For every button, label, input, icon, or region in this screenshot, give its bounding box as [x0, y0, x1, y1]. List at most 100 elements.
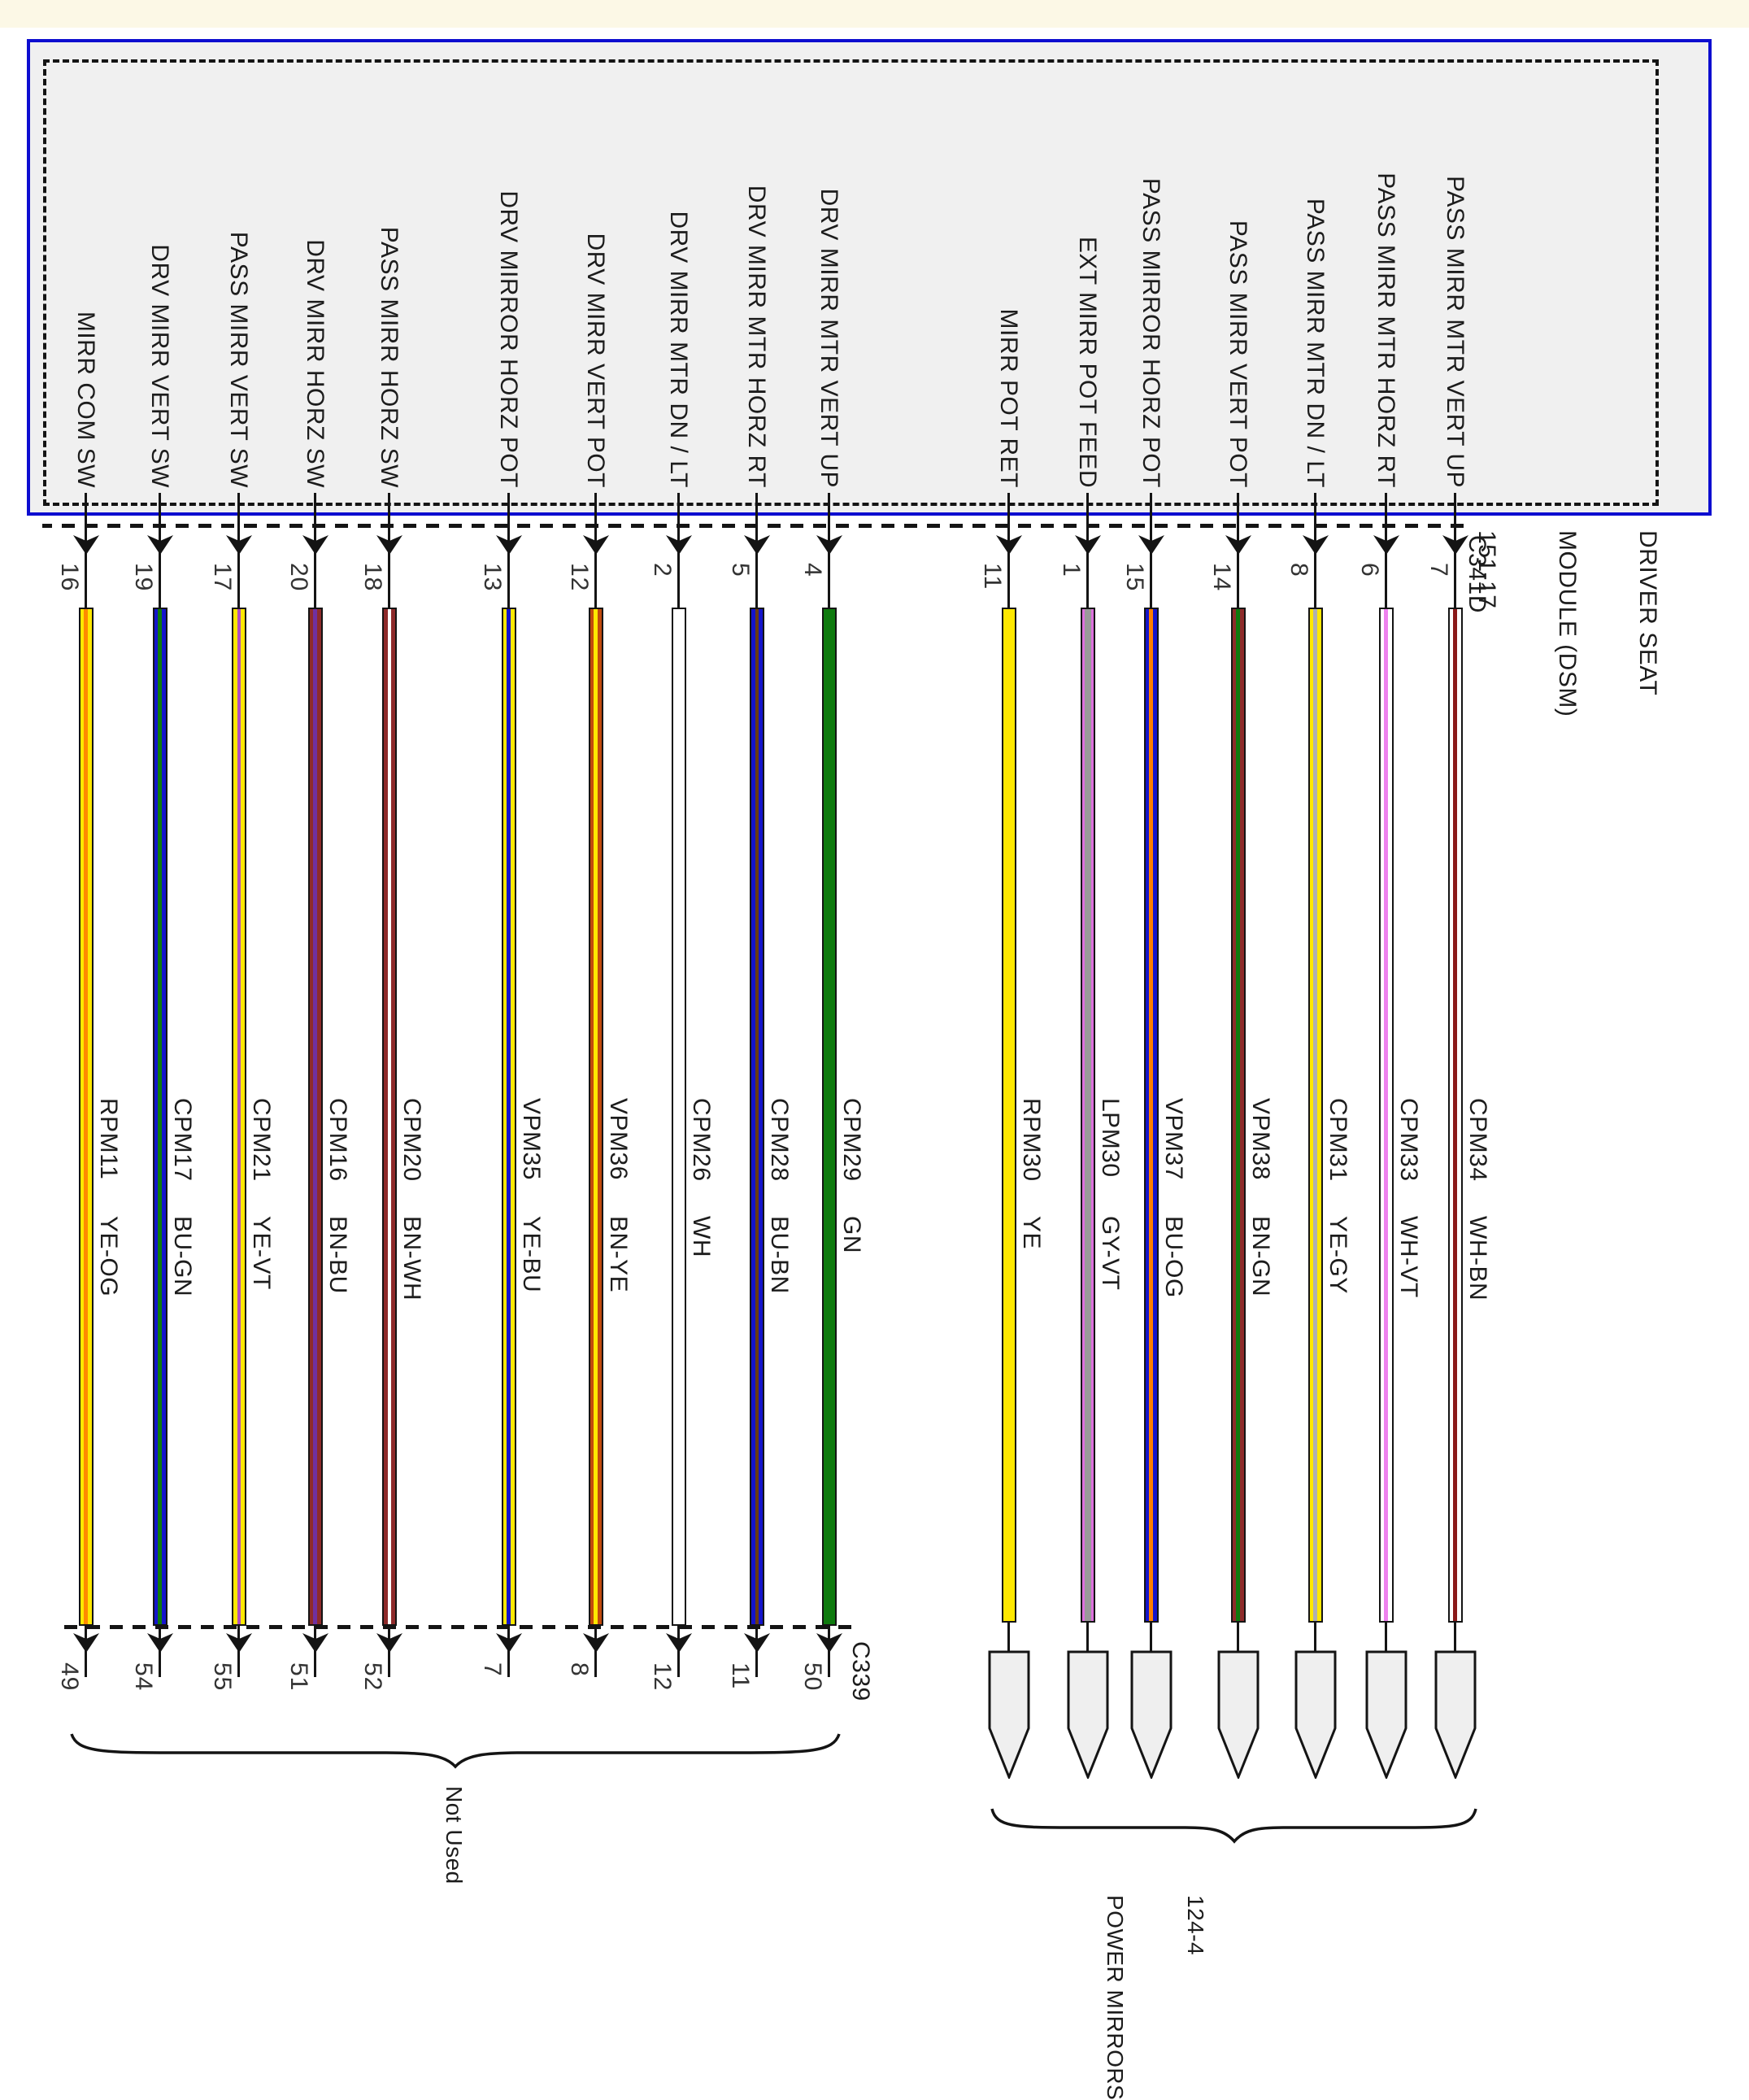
wire-color-label: YE-OG [95, 1216, 122, 1297]
module-pin-number: 18 [359, 563, 386, 592]
module-title-line2: MODULE (DSM) [1554, 530, 1581, 717]
wire-color-label: BU-BN [766, 1216, 793, 1294]
connector-arrow-icon [994, 534, 1024, 556]
signal-label: DRV MIRR HORZ SW [302, 239, 328, 488]
not-used-label: Not Used [442, 1786, 467, 1884]
terminal-pentagon [1365, 1650, 1407, 1779]
connector-arrow-icon [815, 1632, 844, 1654]
circuit-label: VPM38 [1247, 1098, 1274, 1180]
module-pin-number: 13 [479, 563, 506, 592]
wire-color-label: YE-GY [1325, 1216, 1351, 1294]
wire-color-label: BN-BU [324, 1216, 351, 1294]
wire-color-label: YE [1018, 1216, 1045, 1250]
terminal-pentagon [1217, 1650, 1260, 1779]
circuit-label: LPM30 [1097, 1098, 1124, 1178]
wire-color-label: BN-YE [605, 1216, 632, 1293]
signal-label: EXT MIRR POT FEED [1074, 236, 1101, 488]
module-pin-number: 15 [1121, 563, 1148, 592]
connector-arrow-icon [494, 1632, 524, 1654]
wire [1081, 608, 1095, 1623]
connector-arrow-icon [72, 1632, 101, 1654]
module-pin-number: 12 [566, 563, 593, 592]
terminal-pentagon [1067, 1650, 1109, 1779]
connector-arrow-icon [375, 1632, 404, 1654]
wire [502, 608, 516, 1626]
module-pin-number: 2 [649, 563, 676, 577]
connector-arrow-icon [146, 1632, 175, 1654]
module-pin-number: 19 [130, 563, 157, 592]
circuit-label: CPM31 [1325, 1098, 1351, 1182]
signal-label: PASS MIRR VERT SW [225, 231, 252, 488]
terminal-pentagon [1294, 1650, 1337, 1779]
wire [1144, 608, 1159, 1623]
signal-label: DRV MIRR MTR VERT UP [816, 188, 842, 488]
connector-c339-label: C339 [847, 1641, 874, 1701]
wire-color-label: GY-VT [1097, 1216, 1124, 1291]
circuit-label: VPM36 [605, 1098, 632, 1180]
wire-stripe [237, 609, 241, 1624]
module-pin-number: 14 [1208, 563, 1235, 592]
connector-arrow-icon [815, 534, 844, 556]
connector-arrow-icon [494, 534, 524, 556]
power-mirrors-label: 124-4 POWER MIRRORS [1048, 1895, 1263, 2100]
signal-label: DRV MIRR VERT POT [582, 233, 609, 488]
signal-label: DRV MIRR MTR HORZ RT [743, 185, 770, 488]
module-pin-number: 11 [979, 563, 1006, 590]
signal-label: PASS MIRR VERT POT [1225, 220, 1251, 488]
signal-label: PASS MIRR MTR VERT UP [1442, 176, 1468, 488]
connector-arrow-icon [581, 534, 611, 556]
connector-arrow-icon [1301, 534, 1330, 556]
wire-color-label: WH-BN [1464, 1216, 1491, 1301]
wire-stripe [84, 609, 89, 1624]
circuit-label: CPM33 [1395, 1098, 1422, 1182]
circuit-label: VPM37 [1160, 1098, 1187, 1180]
wire-stripe [158, 609, 163, 1624]
module-internal-dashed-box [43, 59, 1659, 506]
signal-label: MIRR COM SW [72, 311, 99, 488]
wire [153, 608, 168, 1626]
circuit-label: RPM30 [1018, 1098, 1045, 1182]
wire-color-label: GN [838, 1216, 865, 1253]
wire [1002, 608, 1016, 1623]
wire [750, 608, 764, 1626]
connector-arrow-icon [146, 534, 175, 556]
connector-arrow-icon [1073, 534, 1103, 556]
wire-color-label: YE-VT [248, 1216, 275, 1290]
end-pin-number: 11 [727, 1662, 754, 1690]
terminal-pentagon [1434, 1650, 1477, 1779]
end-pin-number: 51 [285, 1662, 312, 1692]
end-pin-number: 54 [130, 1662, 157, 1692]
signal-label: PASS MIRR HORZ SW [376, 226, 402, 488]
end-pin-number: 52 [359, 1662, 386, 1692]
connector-arrow-icon [664, 1632, 694, 1654]
end-pin-number: 8 [566, 1662, 593, 1677]
wire [1308, 608, 1323, 1623]
circuit-label: CPM28 [766, 1098, 793, 1182]
wire-stripe [1236, 609, 1241, 1621]
signal-label: DRV MIRR VERT SW [146, 244, 173, 488]
wire [308, 608, 323, 1626]
module-title-line1: DRIVER SEAT [1634, 530, 1661, 696]
power-mirrors-label-line1: 124-4 [1183, 1895, 1208, 1956]
end-pin-number: 7 [479, 1662, 506, 1677]
module-pin-number: 20 [285, 563, 312, 592]
connector-arrow-icon [581, 1632, 611, 1654]
connector-arrow-icon [742, 534, 772, 556]
signal-label: DRV MIRR MTR DN / LT [665, 211, 692, 488]
not-used-brace [69, 1731, 842, 1770]
wire [1379, 608, 1394, 1623]
wire-color-label: BU-GN [169, 1216, 196, 1297]
wire-stripe [755, 609, 759, 1624]
module-pin-number: 4 [799, 563, 826, 577]
wire [79, 608, 94, 1626]
connector-arrow-icon [1372, 534, 1401, 556]
wire-stripe [1149, 609, 1154, 1621]
power-mirrors-brace [990, 1806, 1478, 1845]
module-pin-number: 17 [209, 563, 236, 592]
wire [382, 608, 397, 1626]
connector-arrow-icon [72, 534, 101, 556]
module-pin-number: 1 [1058, 563, 1085, 577]
circuit-label: CPM34 [1464, 1098, 1491, 1182]
end-pin-number: 55 [209, 1662, 236, 1692]
